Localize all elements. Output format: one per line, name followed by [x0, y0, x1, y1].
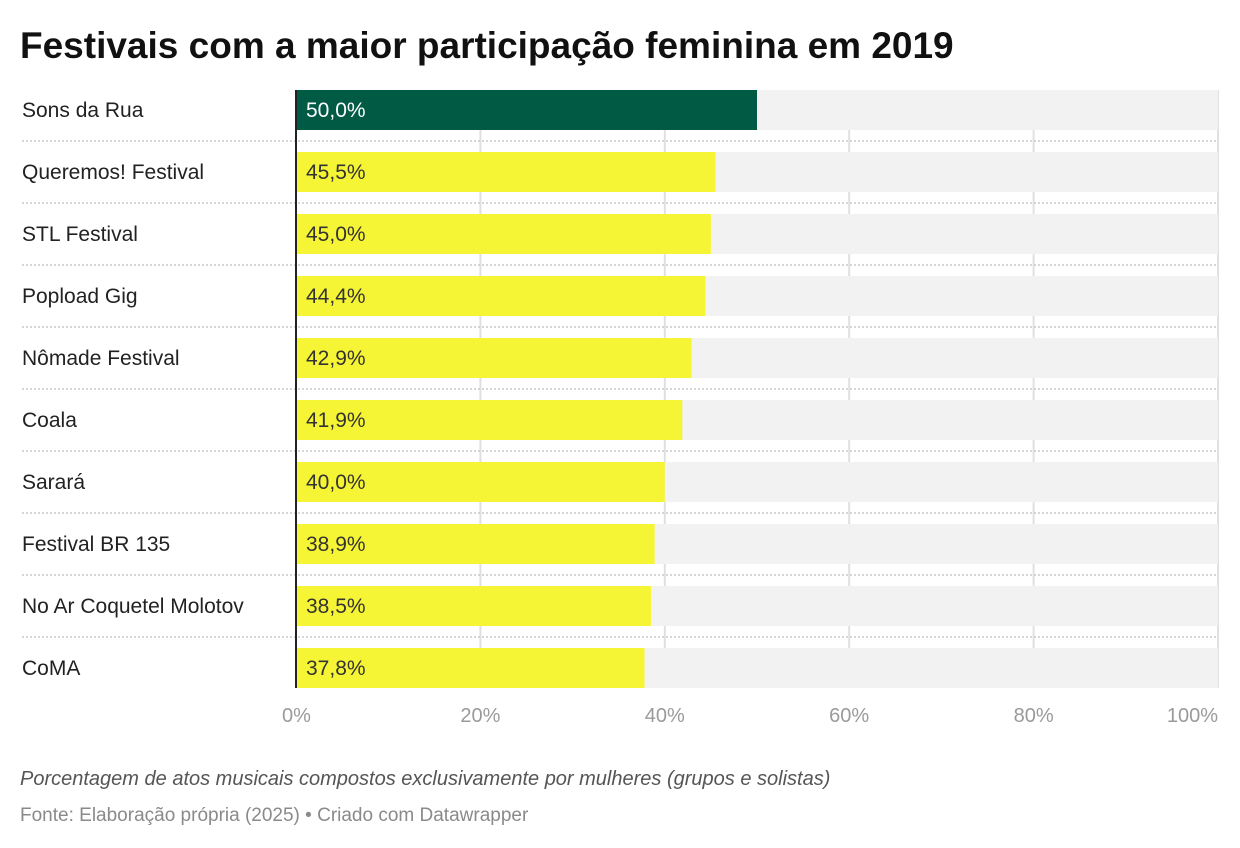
bar-rows: Sons da Rua 50,0% Queremos! Festival 45,5% S…: [22, 90, 1218, 688]
bar: [296, 586, 651, 626]
bar: [296, 214, 711, 254]
category-label: CoMA: [22, 657, 80, 680]
bar: [296, 276, 706, 316]
value-label: 44,4%: [306, 285, 366, 308]
bar-row: Popload Gig 44,4%: [22, 276, 1218, 328]
category-label: Sons da Rua: [22, 99, 144, 122]
bar-row: Nômade Festival 42,9%: [22, 338, 1218, 390]
value-label: 38,5%: [306, 595, 366, 618]
category-label: No Ar Coquetel Molotov: [22, 595, 244, 618]
x-tick-label: 100%: [1167, 705, 1218, 727]
category-label: Festival BR 135: [22, 533, 170, 556]
bar-row: No Ar Coquetel Molotov 38,5%: [22, 586, 1218, 638]
bar-row: Sarará 40,0%: [22, 462, 1218, 514]
chart-title: Festivais com a maior participação femin…: [20, 25, 954, 66]
value-label: 45,0%: [306, 223, 366, 246]
category-label: STL Festival: [22, 223, 138, 246]
bar: [296, 524, 655, 564]
bar-row: Sons da Rua 50,0%: [22, 90, 1218, 142]
x-tick-label: 60%: [829, 705, 869, 727]
category-label: Nômade Festival: [22, 347, 180, 370]
value-label: 38,9%: [306, 533, 366, 556]
bar-row: Coala 41,9%: [22, 400, 1218, 452]
x-axis-ticks: 0% 20% 40% 60% 80% 100%: [282, 705, 1218, 727]
x-tick-label: 0%: [282, 705, 311, 727]
x-tick-label: 40%: [645, 705, 685, 727]
bar: [296, 400, 683, 440]
value-label: 40,0%: [306, 471, 366, 494]
category-label: Sarará: [22, 471, 85, 494]
category-label: Popload Gig: [22, 285, 138, 308]
chart-source: Fonte: Elaboração própria (2025) • Criad…: [20, 805, 529, 826]
value-label: 41,9%: [306, 409, 366, 432]
bar-row: STL Festival 45,0%: [22, 214, 1218, 266]
bar-row: Queremos! Festival 45,5%: [22, 152, 1218, 204]
bar: [296, 90, 757, 130]
bar-row: Festival BR 135 38,9%: [22, 524, 1218, 576]
category-label: Queremos! Festival: [22, 161, 204, 184]
bar: [296, 462, 665, 502]
value-label: 37,8%: [306, 657, 366, 680]
chart-notes: Porcentagem de atos musicais compostos e…: [20, 768, 830, 790]
x-tick-label: 20%: [460, 705, 500, 727]
value-label: 45,5%: [306, 161, 366, 184]
bar-row: CoMA 37,8%: [22, 648, 1218, 688]
category-label: Coala: [22, 409, 77, 432]
bar: [296, 152, 716, 192]
bar: [296, 648, 645, 688]
value-label: 42,9%: [306, 347, 366, 370]
value-label: 50,0%: [306, 99, 366, 122]
bar: [296, 338, 692, 378]
x-tick-label: 80%: [1014, 705, 1054, 727]
